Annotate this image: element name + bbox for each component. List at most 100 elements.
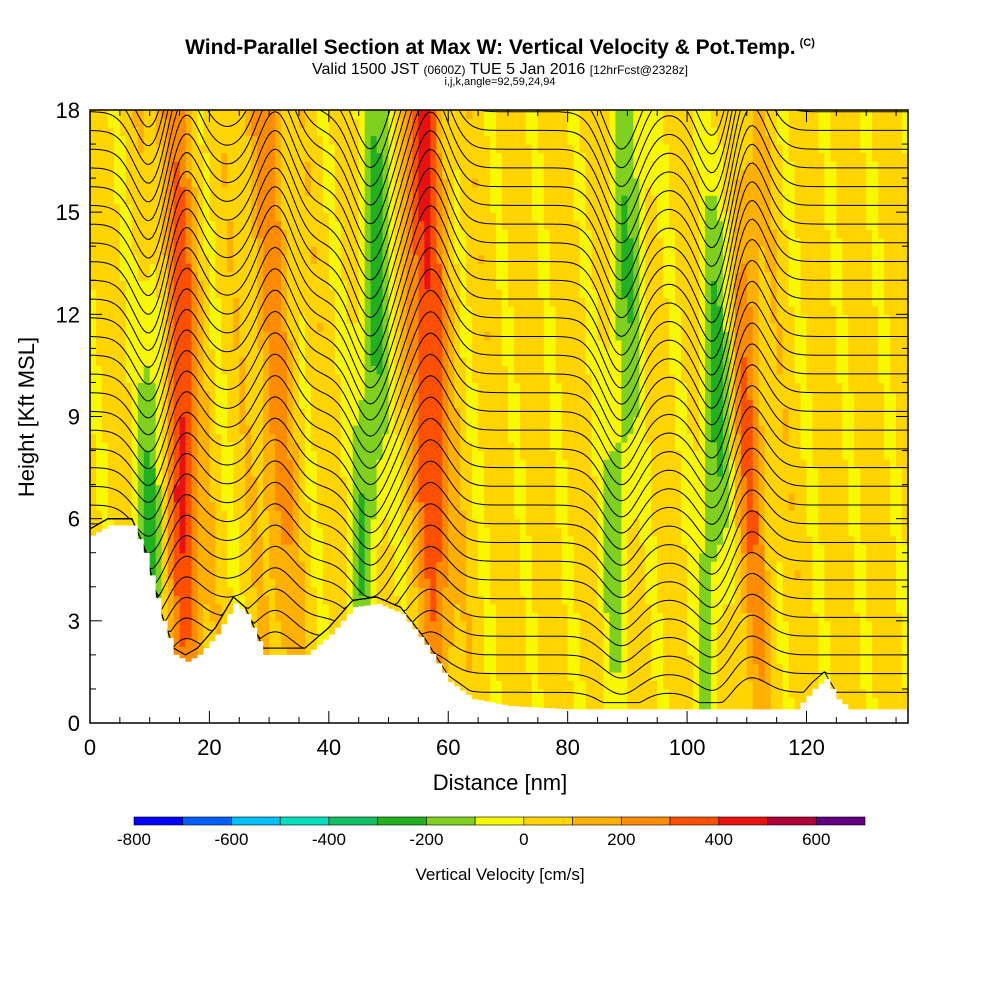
velocity-cell [149,322,157,332]
velocity-cell [382,484,390,494]
velocity-cell [418,535,425,545]
velocity-cell [370,246,378,256]
velocity-cell [149,178,157,188]
velocity-cell [95,144,103,154]
velocity-cell [364,135,372,145]
velocity-cell [430,322,437,332]
velocity-cell [125,314,133,324]
velocity-cell [227,203,234,213]
velocity-cell [424,595,431,605]
velocity-cell [287,144,294,154]
velocity-cell [281,305,288,315]
velocity-cell [490,127,497,137]
velocity-cell [484,637,491,647]
velocity-cell [352,450,360,460]
velocity-cell [161,484,169,494]
velocity-cell [322,518,330,528]
velocity-cell [418,254,425,264]
velocity-cell [287,203,294,213]
velocity-cell [346,399,354,409]
velocity-cell [304,433,312,443]
velocity-cell [149,152,157,162]
velocity-cell [90,331,97,341]
velocity-cell [388,450,396,460]
velocity-cell [376,331,384,341]
velocity-cell [203,348,211,358]
velocity-cell [430,169,437,179]
velocity-cell [197,450,205,460]
velocity-cell [239,399,246,409]
velocity-cell [430,578,437,588]
velocity-cell [436,612,443,622]
velocity-cell [185,373,193,384]
velocity-cell [436,459,443,469]
velocity-cell [484,339,491,349]
velocity-cell [436,212,443,222]
velocity-cell [239,237,246,247]
velocity-cell [394,254,402,264]
velocity-cell [257,373,264,384]
velocity-cell [239,569,246,579]
velocity-cell [179,510,187,520]
velocity-cell [155,578,163,588]
velocity-cell [352,493,360,503]
velocity-cell [287,467,294,477]
velocity-cell [113,229,121,239]
velocity-cell [346,425,354,435]
velocity-cell [221,152,228,162]
velocity-cell [113,484,121,494]
velocity-cell [334,297,342,307]
velocity-cell [400,331,408,341]
velocity-cell [436,297,443,307]
velocity-cell [197,399,205,409]
velocity-cell [370,373,378,384]
velocity-cell [137,237,145,247]
velocity-cell [501,671,509,682]
velocity-cell [161,237,169,247]
velocity-cell [179,501,187,511]
velocity-cell [352,425,360,435]
velocity-cell [328,195,336,205]
velocity-cell [155,288,163,298]
velocity-cell [412,178,419,188]
velocity-cell [298,365,306,375]
velocity-cell [161,569,169,579]
velocity-cell [424,271,431,281]
velocity-cell [227,288,234,298]
velocity-cell [436,110,443,120]
velocity-cell [442,178,449,188]
velocity-cell [316,118,324,128]
velocity-cell [215,356,222,367]
velocity-cell [370,467,378,477]
velocity-cell [263,280,270,290]
velocity-cell [167,586,175,596]
velocity-cell [209,603,216,613]
velocity-cell [304,305,312,315]
velocity-cell [304,425,312,435]
velocity-cell [233,442,240,452]
velocity-cell [173,535,181,545]
velocity-cell [149,271,157,281]
velocity-cell [388,246,396,256]
velocity-cell [424,254,431,264]
velocity-cell [269,450,276,460]
velocity-cell [376,220,384,230]
velocity-cell [358,586,366,596]
velocity-cell [418,348,425,358]
velocity-cell [209,322,216,332]
velocity-cell [478,527,485,537]
velocity-cell [406,297,414,307]
velocity-cell [454,322,461,332]
velocity-cell [418,373,425,384]
velocity-cell [215,373,222,384]
velocity-cell [137,161,145,171]
velocity-cell [263,569,270,579]
velocity-cell [340,297,348,307]
velocity-cell [227,297,234,307]
velocity-cell [340,178,348,188]
velocity-cell [95,390,103,401]
velocity-cell [215,442,222,452]
velocity-cell [149,552,157,562]
velocity-cell [382,425,390,435]
velocity-cell [298,552,306,562]
